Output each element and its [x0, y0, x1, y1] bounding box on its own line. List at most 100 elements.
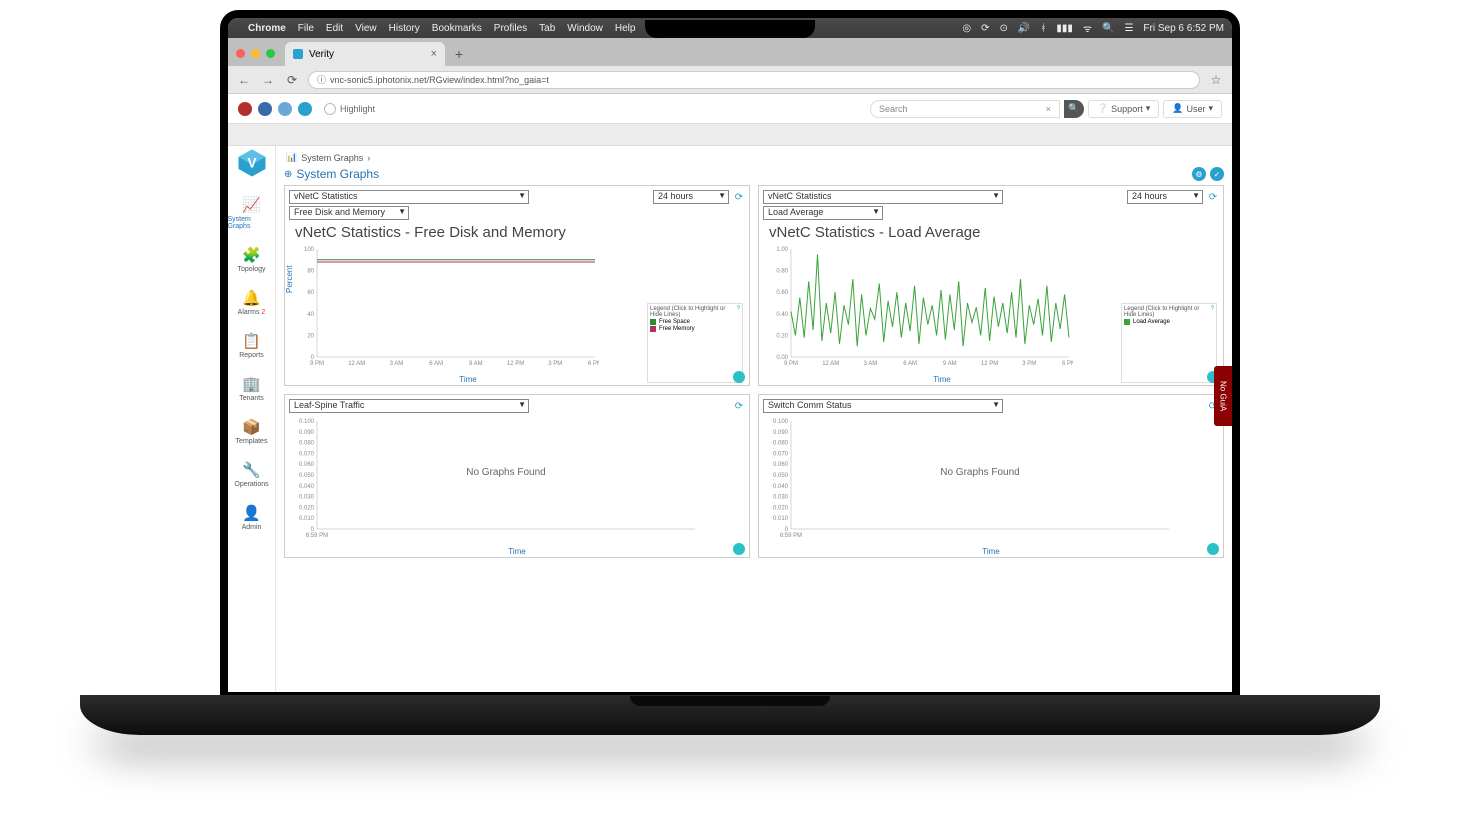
admin-icon: 👤	[242, 504, 261, 522]
svg-text:0.010: 0.010	[299, 516, 315, 522]
menu-file[interactable]: File	[298, 23, 314, 34]
expand-icon[interactable]: ⊕	[284, 169, 292, 180]
tool-circle-2[interactable]	[258, 102, 272, 116]
search-clear-icon[interactable]: ×	[1046, 104, 1051, 114]
svg-text:0.030: 0.030	[299, 495, 315, 501]
bookmark-star-icon[interactable]: ☆	[1208, 73, 1224, 87]
menu-help[interactable]: Help	[615, 23, 636, 34]
nav-forward-icon[interactable]: →	[260, 73, 276, 87]
window-maximize-icon[interactable]	[266, 49, 275, 58]
nav-reload-icon[interactable]: ⟳	[284, 73, 300, 87]
search-button[interactable]: 🔍	[1064, 100, 1084, 118]
tray-clock[interactable]: Fri Sep 6 6:52 PM	[1143, 23, 1224, 34]
svg-text:0.100: 0.100	[773, 419, 789, 425]
tray-icon[interactable]: ⊙	[999, 23, 1007, 34]
breadcrumb[interactable]: 📊 System Graphs ›	[286, 152, 1224, 163]
sidebar-item-admin[interactable]: 👤Admin	[228, 496, 276, 539]
top-right-refresh-icon[interactable]: ⟳	[1207, 191, 1219, 203]
support-button[interactable]: ❔Support▾	[1088, 100, 1159, 118]
svg-text:20: 20	[307, 333, 314, 339]
svg-text:0.20: 0.20	[776, 333, 788, 339]
svg-text:0.040: 0.040	[773, 484, 789, 490]
svg-text:12 PM: 12 PM	[507, 361, 524, 367]
top-right-category-select[interactable]: vNetC Statistics	[763, 190, 1003, 204]
svg-text:3 AM: 3 AM	[390, 361, 404, 367]
sidebar-item-templates[interactable]: 📦Templates	[228, 410, 276, 453]
bottom-left-refresh-icon[interactable]: ⟳	[733, 400, 745, 412]
top-right-range-select[interactable]: 24 hours	[1127, 190, 1203, 204]
svg-text:6:59 PM: 6:59 PM	[306, 533, 328, 539]
chrome-toolbar: ← → ⟳ ⓘ vnc-sonic5.iphotonix.net/RGview/…	[228, 66, 1232, 94]
tray-bluetooth-icon[interactable]: ᚼ	[1040, 23, 1046, 34]
tray-battery-icon[interactable]: ▮▮▮	[1056, 23, 1073, 34]
menu-chrome[interactable]: Chrome	[248, 23, 286, 34]
new-tab-button[interactable]: +	[449, 44, 469, 64]
settings-gear-icon[interactable]: ⚙	[1192, 167, 1206, 181]
sidebar-item-operations[interactable]: 🔧Operations	[228, 453, 276, 496]
svg-text:6 PM: 6 PM	[1062, 361, 1073, 367]
top-left-refresh-icon[interactable]: ⟳	[733, 191, 745, 203]
menu-window[interactable]: Window	[567, 23, 603, 34]
user-button[interactable]: 👤User▾	[1163, 100, 1222, 118]
menu-history[interactable]: History	[389, 23, 420, 34]
menu-bookmarks[interactable]: Bookmarks	[432, 23, 482, 34]
tray-wifi-icon[interactable]: ᯤ	[1083, 21, 1092, 35]
topology-icon: 🧩	[242, 246, 261, 264]
sidebar-item-reports[interactable]: 📋Reports	[228, 324, 276, 367]
bottom-left-expand-icon[interactable]	[733, 543, 745, 555]
tray-search-icon[interactable]: 🔍	[1102, 23, 1114, 34]
window-minimize-icon[interactable]	[251, 49, 260, 58]
top-left-range-select[interactable]: 24 hours	[653, 190, 729, 204]
svg-text:0.080: 0.080	[299, 441, 315, 447]
top-left-expand-icon[interactable]	[733, 371, 745, 383]
top-left-category-select[interactable]: vNetC Statistics	[289, 190, 529, 204]
confirm-check-icon[interactable]: ✓	[1210, 167, 1224, 181]
tab-close-icon[interactable]: ×	[431, 48, 437, 60]
legend-help-icon[interactable]: ?	[1211, 306, 1214, 318]
screen: Chrome File Edit View History Bookmarks …	[228, 18, 1232, 692]
sidebar-item-tenants[interactable]: 🏢Tenants	[228, 367, 276, 410]
sidebar-item-system-graphs[interactable]: 📈System Graphs	[228, 188, 276, 238]
svg-text:0.070: 0.070	[773, 451, 789, 457]
bottom-left-category-select[interactable]: Leaf-Spine Traffic	[289, 399, 529, 413]
browser-tab[interactable]: Verity ×	[285, 42, 445, 66]
menu-tab[interactable]: Tab	[539, 23, 555, 34]
address-bar[interactable]: ⓘ vnc-sonic5.iphotonix.net/RGview/index.…	[308, 71, 1200, 89]
sidebar-item-alarms[interactable]: 🔔Alarms 2	[228, 281, 276, 324]
tool-circle-4[interactable]	[298, 102, 312, 116]
svg-text:V: V	[247, 156, 256, 171]
site-info-icon[interactable]: ⓘ	[317, 73, 326, 86]
tool-circle-3[interactable]	[278, 102, 292, 116]
top-right-metric-select[interactable]: Load Average	[763, 206, 883, 220]
nav-back-icon[interactable]: ←	[236, 73, 252, 87]
sidebar-item-topology[interactable]: 🧩Topology	[228, 238, 276, 281]
tab-title: Verity	[309, 49, 334, 60]
top-right-legend[interactable]: Legend (Click to Highlight or Hide Lines…	[1121, 303, 1217, 383]
highlight-toggle[interactable]: Highlight	[324, 103, 375, 115]
bottom-right-expand-icon[interactable]	[1207, 543, 1219, 555]
bottom-right-category-select[interactable]: Switch Comm Status	[763, 399, 1003, 413]
tool-circle-1[interactable]	[238, 102, 252, 116]
legend-help-icon[interactable]: ?	[737, 306, 740, 318]
tray-icon[interactable]: ⟳	[981, 23, 989, 34]
search-input[interactable]: Search ×	[870, 100, 1060, 118]
top-right-chart-title: vNetC Statistics - Load Average	[769, 224, 1219, 241]
top-left-metric-select[interactable]: Free Disk and Memory	[289, 206, 409, 220]
tray-control-icon[interactable]: ☰	[1124, 23, 1133, 34]
bottom-left-chart: 00.0100.0200.0300.0400.0500.0600.0700.08…	[289, 415, 745, 555]
menu-view[interactable]: View	[355, 23, 377, 34]
menu-edit[interactable]: Edit	[326, 23, 343, 34]
menu-profiles[interactable]: Profiles	[494, 23, 527, 34]
chrome-tab-strip: Verity × +	[228, 38, 1232, 66]
window-close-icon[interactable]	[236, 49, 245, 58]
top-left-legend[interactable]: Legend (Click to Highlight or Hide Lines…	[647, 303, 743, 383]
page-title: System Graphs	[296, 167, 379, 181]
no-guia-tab[interactable]: No GuiA	[1214, 366, 1232, 426]
favicon-icon	[293, 49, 303, 59]
tray-icon[interactable]: ◎	[962, 23, 971, 34]
svg-text:0.080: 0.080	[773, 441, 789, 447]
panel-bottom-left: Leaf-Spine Traffic ⟳ 00.0100.0200.0300.04…	[284, 394, 750, 558]
tray-volume-icon[interactable]: 🔊	[1018, 23, 1030, 34]
svg-text:0.100: 0.100	[299, 419, 315, 425]
tenants-icon: 🏢	[242, 375, 261, 393]
